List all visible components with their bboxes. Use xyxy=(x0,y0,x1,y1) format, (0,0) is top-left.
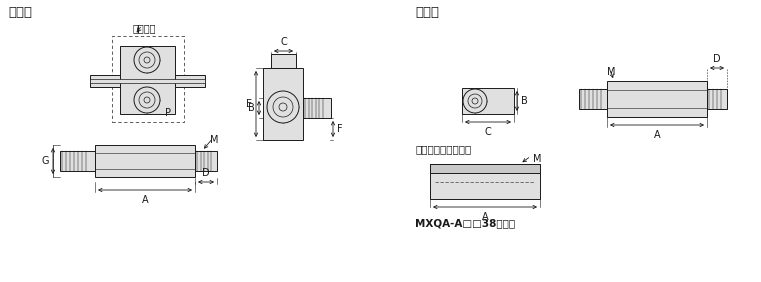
Bar xyxy=(271,54,296,68)
Bar xyxy=(112,36,184,122)
Text: B: B xyxy=(521,96,527,106)
Text: B: B xyxy=(248,103,255,113)
Text: 前進端: 前進端 xyxy=(8,6,32,19)
Bar xyxy=(462,88,514,114)
Text: MXQA-A□□38の場合: MXQA-A□□38の場合 xyxy=(415,218,515,228)
Circle shape xyxy=(463,89,487,113)
Circle shape xyxy=(134,87,160,113)
Text: A: A xyxy=(654,130,661,140)
Circle shape xyxy=(134,47,160,73)
Bar xyxy=(263,68,303,140)
Text: E: E xyxy=(246,99,252,109)
Bar xyxy=(303,98,331,118)
Text: G: G xyxy=(42,156,49,166)
Text: A: A xyxy=(142,195,148,205)
Text: D: D xyxy=(202,168,210,178)
Bar xyxy=(707,89,727,109)
Bar xyxy=(60,151,95,171)
Text: M: M xyxy=(533,154,542,164)
Text: M: M xyxy=(607,67,616,77)
Bar xyxy=(607,81,707,117)
Bar xyxy=(90,79,205,83)
Bar xyxy=(195,151,217,171)
Bar xyxy=(430,164,540,173)
Text: A: A xyxy=(482,212,489,222)
Bar xyxy=(120,46,175,114)
Circle shape xyxy=(267,91,299,123)
Bar xyxy=(90,75,120,87)
Bar xyxy=(175,75,205,87)
Bar xyxy=(430,164,540,199)
Bar xyxy=(579,89,607,109)
Text: テーブル: テーブル xyxy=(133,23,157,33)
Text: D: D xyxy=(713,54,721,64)
Bar xyxy=(95,145,195,177)
Text: 後退端: 後退端 xyxy=(415,6,439,19)
Text: C: C xyxy=(485,127,492,137)
Text: F: F xyxy=(337,124,342,134)
Text: メタルストッパ単体: メタルストッパ単体 xyxy=(415,144,471,154)
Text: C: C xyxy=(280,37,287,47)
Text: M: M xyxy=(210,135,218,145)
Text: P: P xyxy=(165,108,171,118)
